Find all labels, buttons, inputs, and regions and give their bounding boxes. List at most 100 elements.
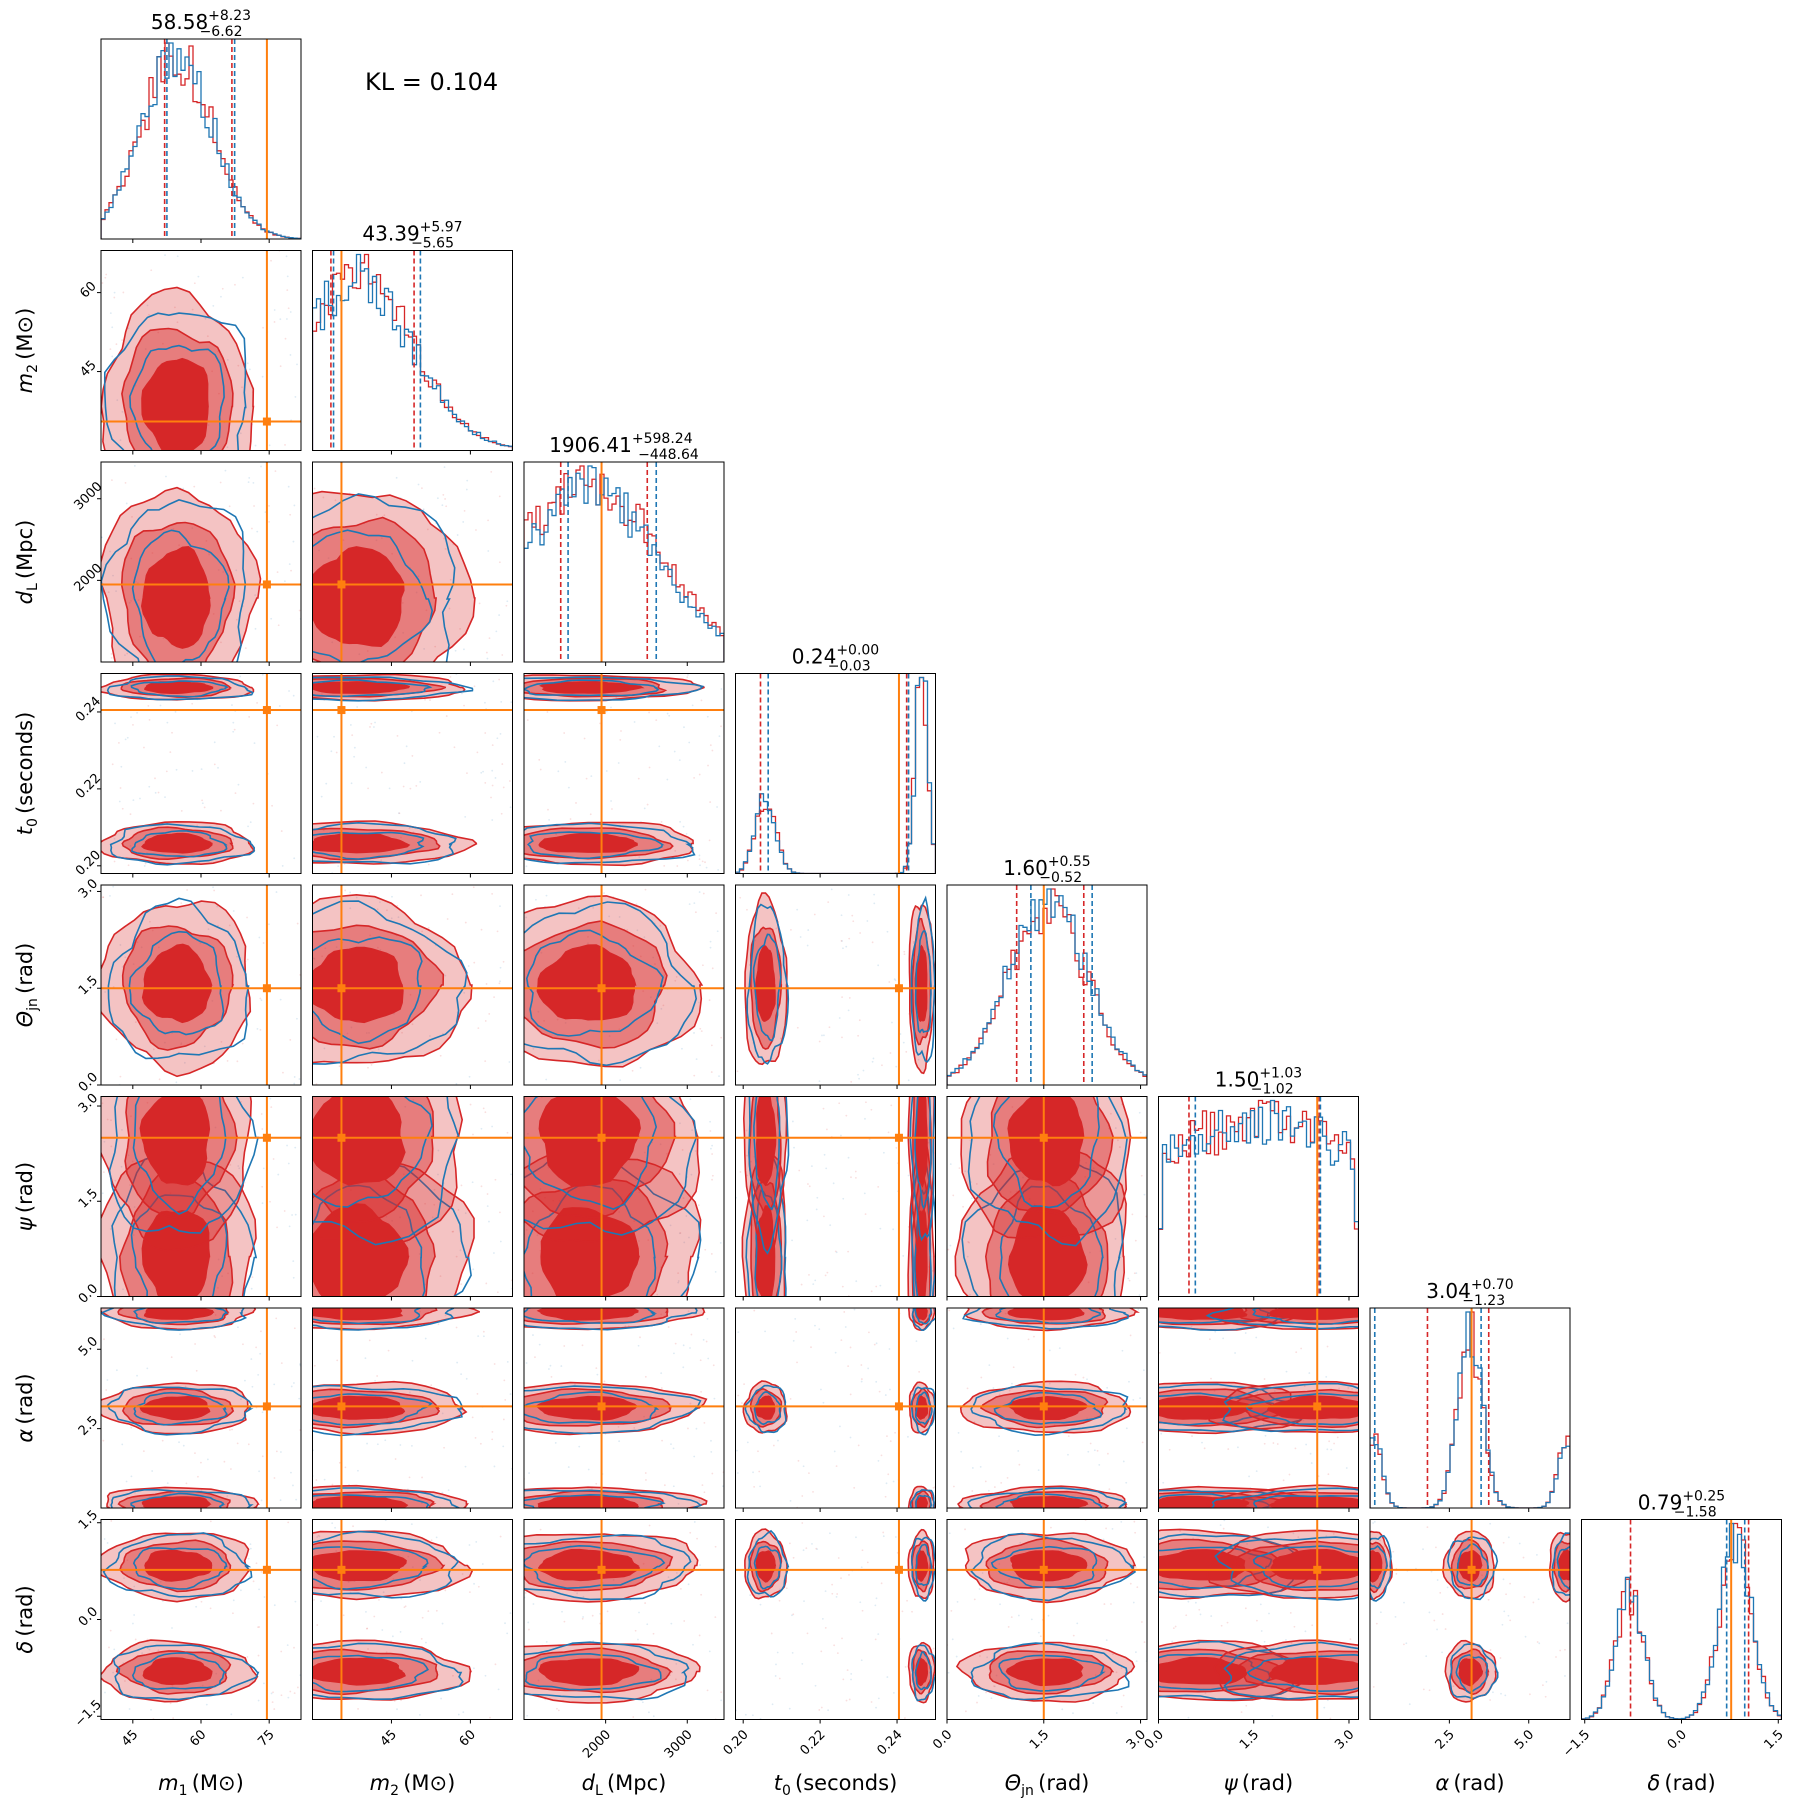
contour-blue (524, 822, 696, 865)
xlabel-m2: m2 (M⊙) (370, 1771, 456, 1799)
panel-frame (312, 1096, 513, 1297)
hist-blue-delta (1581, 1522, 1782, 1720)
param-title-t0: 0.24+0.00 −0.03 (792, 643, 879, 675)
contour-red (312, 1203, 410, 1297)
contour-blue (130, 1194, 228, 1297)
contour-blue (909, 1096, 936, 1242)
ylabel-psi: ψ (rad) (13, 1162, 37, 1231)
panel-frame (1369, 1307, 1571, 1509)
contour-red (538, 1096, 641, 1187)
truth-marker (262, 1133, 271, 1142)
y-tick-label: 0.20 (73, 848, 104, 879)
contour-red (537, 1548, 641, 1582)
contour-red (312, 1308, 404, 1321)
contour-blue (131, 830, 228, 858)
contour-blue (911, 1644, 936, 1702)
panel-frame (312, 884, 513, 1086)
contour-red (312, 1495, 409, 1508)
panel-frame (523, 1307, 725, 1509)
contour-red (538, 1658, 640, 1687)
x-tick-label: −1.5 (1560, 1727, 1593, 1760)
contour-blue (915, 1543, 933, 1587)
panel-frame (735, 1519, 936, 1720)
contour-blue (312, 1642, 464, 1701)
contour-blue (970, 1642, 1130, 1701)
contour-blue (1158, 1392, 1277, 1426)
ylabel-t0: t0 (seconds) (13, 712, 41, 836)
x-tick-label: 0.0 (1665, 1727, 1690, 1752)
contour-red (1007, 1308, 1085, 1321)
panel-frame (735, 1096, 936, 1297)
contour-red (142, 1657, 213, 1686)
panel-theta_jn-vs-dL (523, 884, 725, 1089)
contour-red (1268, 1657, 1359, 1686)
contour-blue (132, 1096, 227, 1216)
xlabel-theta_jn: Θjn (rad) (1005, 1771, 1090, 1799)
panel-alpha-vs-psi (1158, 1307, 1359, 1512)
panel-alpha-vs-m1: 2.5 5.0 (76, 1307, 302, 1512)
y-tick-label: 45 (77, 358, 99, 380)
contour-blue (312, 1494, 431, 1508)
contour-blue (524, 1533, 692, 1601)
x-tick-label: 0.20 (721, 1727, 752, 1758)
ylabel-theta_jn: Θjn (rad) (13, 943, 41, 1028)
contour-blue (131, 529, 230, 662)
truth-marker (1039, 1133, 1048, 1142)
contour-red (755, 945, 776, 1022)
contour-red (312, 1550, 407, 1582)
contour-red (312, 1657, 406, 1686)
contour-blue (108, 1096, 260, 1234)
truth-marker (894, 1402, 903, 1411)
contour-red (1009, 1495, 1089, 1508)
contour-blue (1447, 1536, 1499, 1601)
contour-blue (111, 1146, 258, 1297)
contour-blue (962, 1308, 1130, 1330)
hist-blue-alpha (1370, 1311, 1570, 1508)
truth-marker (597, 1402, 606, 1411)
contour-blue (1245, 1392, 1359, 1426)
contour-blue (312, 1308, 455, 1331)
x-tick-label: 5.0 (1512, 1727, 1537, 1752)
panel-delta-vs-delta: 0.79+0.25 −1.58 −1.5 0.0 1.5 (1560, 1489, 1786, 1761)
truth-marker (262, 580, 271, 589)
panel-psi-vs-psi: 1.50+1.03 −1.02 (1158, 1066, 1359, 1301)
panel-frame (523, 1519, 725, 1720)
y-tick-label: 0.0 (76, 1281, 101, 1306)
contour-blue (1158, 1546, 1273, 1590)
panel-frame (312, 1519, 513, 1720)
contour-blue (524, 1489, 702, 1508)
panel-frame (312, 461, 513, 663)
contour-blue (1246, 1653, 1359, 1693)
contour-blue (312, 679, 433, 698)
truth-marker (597, 1133, 606, 1142)
truth-marker (894, 1565, 903, 1574)
contour-blue (914, 1651, 932, 1691)
param-title-theta_jn: 1.60+0.55 −0.52 (1003, 854, 1090, 886)
contour-blue (312, 831, 425, 860)
contour-red (141, 832, 213, 854)
contour-red (1268, 1495, 1359, 1508)
panel-theta_jn-vs-t0 (735, 884, 936, 1089)
truth-marker (1039, 1402, 1048, 1411)
x-tick-label: 2.5 (1433, 1727, 1458, 1752)
contour-blue (1370, 1545, 1388, 1590)
contour-blue (524, 901, 698, 1067)
contour-blue (130, 1492, 226, 1508)
x-tick-label: 3.0 (1332, 1727, 1357, 1752)
y-tick-label: 2.5 (76, 1414, 101, 1439)
contour-blue (915, 1391, 933, 1425)
contour-blue (998, 1654, 1106, 1692)
contour-red (539, 680, 645, 694)
panel-dL-vs-dL: 1906.41+598.24 −448.64 (523, 431, 725, 666)
contour-red (312, 946, 404, 1024)
panel-t0-vs-m2 (312, 673, 513, 878)
contour-red (1269, 1308, 1359, 1321)
contour-blue (524, 1391, 660, 1424)
panel-delta-vs-t0: 0.20 0.22 0.24 (721, 1519, 936, 1758)
y-tick-label: 5.0 (76, 1334, 101, 1359)
contour-blue (1214, 1536, 1359, 1601)
truth-marker (337, 984, 346, 993)
panel-frame (946, 1307, 1148, 1509)
truth-marker (262, 984, 271, 993)
panel-frame (100, 38, 302, 240)
